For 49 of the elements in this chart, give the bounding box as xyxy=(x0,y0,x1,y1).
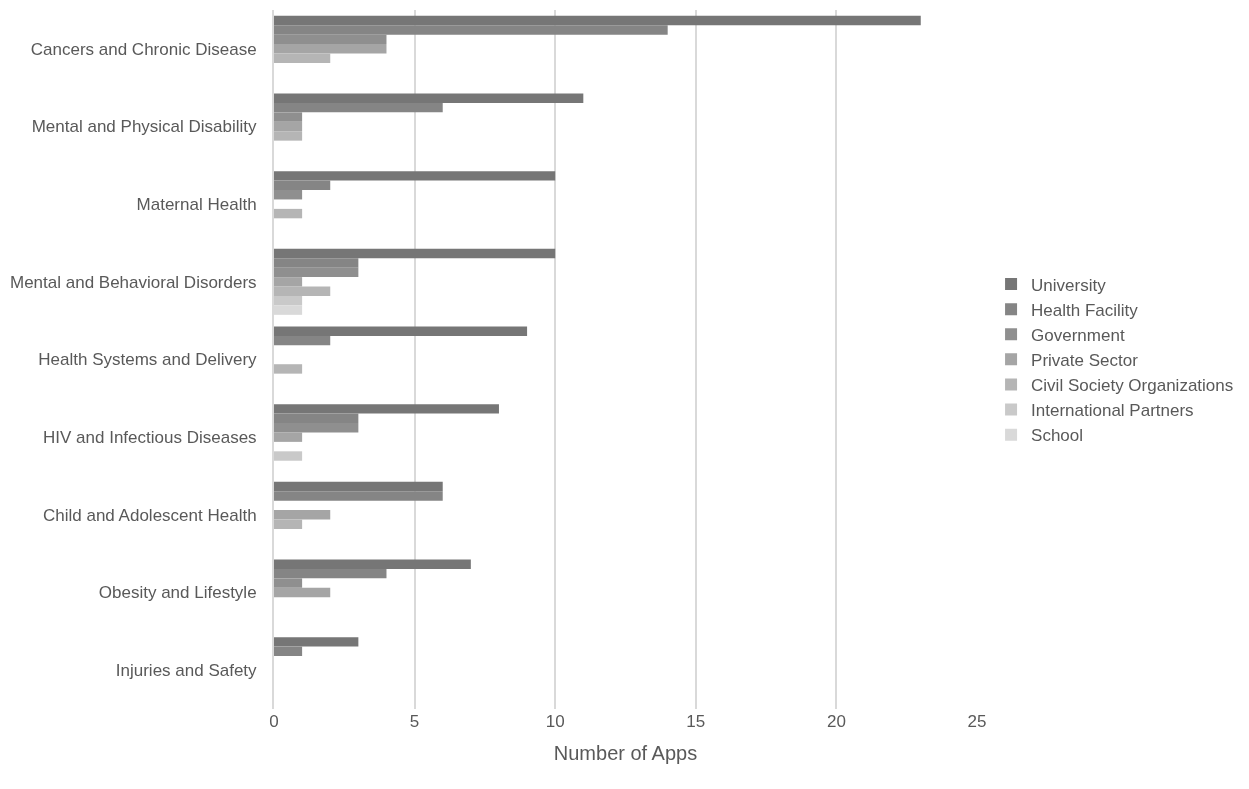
x-tick-label: 20 xyxy=(826,712,846,731)
y-tick-label: Mental and Physical Disability xyxy=(31,117,258,137)
x-tick-label: 25 xyxy=(967,712,987,731)
bar xyxy=(274,481,443,492)
legend-label: Civil Society Organizations xyxy=(1031,376,1234,396)
y-tick-label: Maternal Health xyxy=(136,195,257,215)
bar xyxy=(274,121,303,132)
bar xyxy=(274,208,303,219)
bar xyxy=(274,432,303,442)
bar xyxy=(274,519,303,529)
bar xyxy=(274,93,584,103)
bar xyxy=(274,646,303,657)
bar xyxy=(274,451,303,461)
legend-label: School xyxy=(1031,426,1084,446)
bar xyxy=(274,637,359,647)
legend-label: Government xyxy=(1031,325,1125,345)
bar xyxy=(274,44,387,54)
bar xyxy=(274,277,303,287)
y-tick-label: Health Systems and Delivery xyxy=(38,350,258,370)
bar xyxy=(274,248,556,259)
x-tick-label: 15 xyxy=(686,712,706,731)
y-tick-label: Obesity and Lifestyle xyxy=(98,583,257,603)
bar xyxy=(274,510,331,520)
y-tick-label: Cancers and Chronic Disease xyxy=(30,39,257,59)
y-tick-label: HIV and Infectious Diseases xyxy=(43,428,257,448)
bar xyxy=(274,286,331,296)
x-tick-label: 0 xyxy=(269,712,279,731)
legend-label: University xyxy=(1031,275,1107,295)
bar xyxy=(274,53,331,63)
bar xyxy=(274,587,331,598)
x-axis-title: Number of Apps xyxy=(553,741,698,764)
bar xyxy=(274,559,471,569)
legend-label: Health Facility xyxy=(1031,300,1139,320)
bar xyxy=(274,491,443,501)
bar xyxy=(274,335,331,346)
bar xyxy=(274,326,528,336)
y-tick-label: Injuries and Safety xyxy=(115,661,258,681)
bar xyxy=(274,171,556,181)
bar xyxy=(274,131,303,141)
y-tick-label: Mental and Behavioral Disorders xyxy=(9,272,257,292)
legend-label: Private Sector xyxy=(1031,350,1139,370)
bar xyxy=(274,295,303,306)
x-tick-label: 10 xyxy=(545,712,565,731)
y-tick-label: Child and Adolescent Health xyxy=(43,505,257,525)
bar xyxy=(274,404,499,414)
bar xyxy=(274,15,921,26)
bar xyxy=(274,364,303,374)
x-tick-label: 5 xyxy=(409,712,420,731)
legend-label: International Partners xyxy=(1031,401,1194,421)
